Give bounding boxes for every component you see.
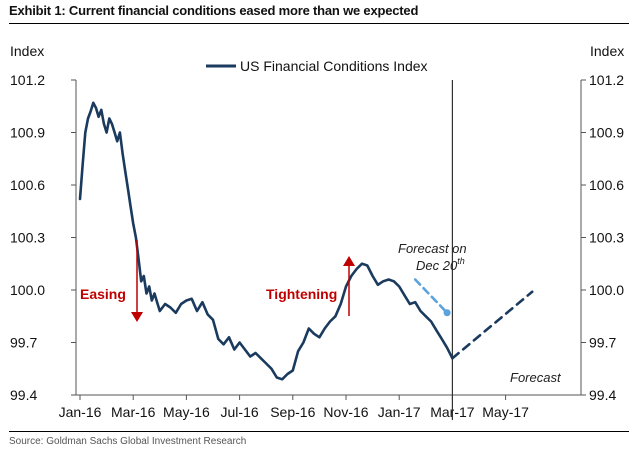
forecast-line (451, 290, 534, 360)
legend-label: US Financial Conditions Index (240, 58, 428, 74)
series-layer (78, 101, 534, 381)
forecast-dec20-label-line2: Dec 20th (416, 256, 465, 273)
forecast-dec20-label-line1: Forecast on (398, 241, 467, 256)
forecast-dec20-line (413, 278, 449, 315)
y-tick-label-right: 99.4 (589, 387, 616, 403)
easing-arrowhead (131, 312, 143, 322)
x-tick-label: Mar-16 (111, 404, 156, 420)
exhibit-title: Exhibit 1: Current financial conditions … (9, 3, 419, 18)
bottom-rule (9, 431, 629, 432)
x-tick-label: Jul-16 (221, 404, 259, 420)
y-tick-label-right: 101.2 (589, 72, 624, 88)
axes (75, 80, 582, 396)
source-note: Source: Goldman Sachs Global Investment … (9, 436, 247, 447)
y-tick-label-right: 100.6 (589, 177, 624, 193)
top-rule (9, 23, 629, 24)
y-tick-label-left: 100.3 (10, 230, 45, 246)
y-tick-label-right: 100.3 (589, 230, 624, 246)
y-ticks-right: 99.4 99.7 100.0 100.3 100.6 100.9 101.2 (581, 72, 624, 403)
x-ticks: Jan-16 Mar-16 May-16 Jul-16 Sep-16 Nov-16 Jan-… (59, 395, 529, 420)
y-tick-label-right: 100.9 (589, 125, 624, 141)
x-tick-label: Nov-16 (323, 404, 368, 420)
y-unit-right: Index (590, 43, 624, 59)
forecast-dec20-sup: th (457, 256, 465, 266)
y-ticks-left: 99.4 99.7 100.0 100.3 100.6 100.9 101.2 (10, 72, 76, 403)
easing-label: Easing (80, 286, 126, 302)
y-tick-label-left: 99.7 (10, 335, 37, 351)
y-tick-label-right: 99.7 (589, 335, 616, 351)
y-tick-label-right: 100.0 (589, 282, 624, 298)
y-unit-left: Index (10, 43, 44, 59)
forecast-dec20-marker (443, 309, 451, 317)
forecast-dec20-date: Dec 20 (416, 258, 458, 273)
y-tick-label-left: 99.4 (10, 387, 37, 403)
tightening-arrowhead (343, 256, 355, 266)
x-tick-label: Jan-16 (59, 404, 102, 420)
x-tick-label: Sep-16 (270, 404, 315, 420)
x-tick-label: Jan-17 (378, 404, 421, 420)
y-tick-label-left: 100.6 (10, 177, 45, 193)
fci-line (78, 101, 454, 381)
x-tick-label: May-16 (163, 404, 210, 420)
y-tick-label-left: 100.0 (10, 282, 45, 298)
y-tick-label-left: 101.2 (10, 72, 45, 88)
y-tick-label-left: 100.9 (10, 125, 45, 141)
x-tick-label: May-17 (482, 404, 529, 420)
forecast-label: Forecast (510, 370, 562, 385)
tightening-label: Tightening (266, 286, 337, 302)
